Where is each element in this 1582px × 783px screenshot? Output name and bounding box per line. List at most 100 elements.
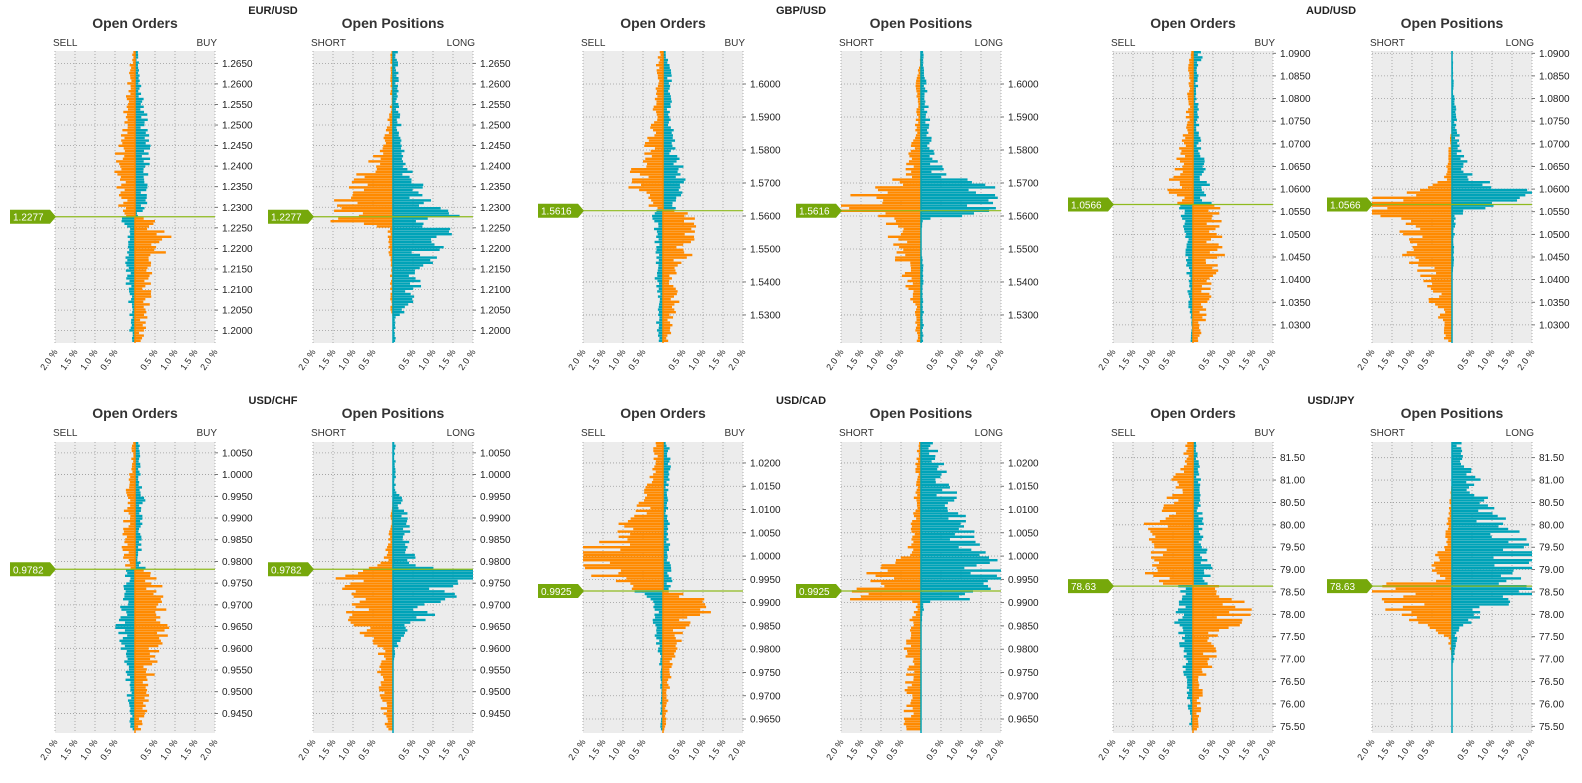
- bar-sell: [1186, 126, 1193, 128]
- bar-short: [907, 653, 921, 655]
- bar-buy: [663, 87, 670, 89]
- y-tick-label: 78.00: [1280, 610, 1305, 621]
- bar-short: [1427, 285, 1452, 287]
- bar-buy: [663, 642, 677, 644]
- bar-buy: [1193, 56, 1203, 58]
- x-tick-label: 2.0 %: [38, 737, 59, 762]
- bar-long: [921, 481, 936, 483]
- bar-short: [906, 163, 921, 165]
- bar-long: [1452, 191, 1532, 193]
- bar-long: [1452, 199, 1517, 201]
- y-tick-label: 0.9650: [480, 622, 511, 633]
- bar-sell: [646, 165, 663, 167]
- bar-sell: [128, 243, 135, 245]
- bar-sell: [1186, 668, 1193, 670]
- bar-buy: [1193, 637, 1209, 639]
- bar-buy: [1193, 616, 1217, 618]
- y-tick-label: 1.0300: [1280, 320, 1311, 331]
- bar-sell: [128, 103, 135, 105]
- bar-short: [915, 468, 921, 470]
- bar-buy: [135, 681, 143, 683]
- bar-buy: [663, 575, 669, 577]
- bar-buy: [1193, 606, 1235, 608]
- bar-buy: [135, 171, 143, 173]
- bar-short: [876, 197, 921, 199]
- bar-sell: [1166, 517, 1193, 519]
- bar-sell: [130, 517, 135, 519]
- bar-sell: [653, 606, 663, 608]
- x-tick-label: 0.5 %: [1196, 347, 1217, 372]
- bar-sell: [631, 517, 663, 519]
- bar-buy: [663, 267, 675, 269]
- y-tick-label: 1.0450: [1539, 252, 1570, 263]
- bar-buy: [663, 150, 671, 152]
- bar-long: [1452, 575, 1501, 577]
- bar-long: [1452, 178, 1468, 180]
- bar-buy: [663, 528, 668, 530]
- bar-sell: [585, 567, 663, 569]
- x-tick-label: 2.0 %: [456, 737, 477, 762]
- price-tag-text: 1.0566: [1330, 200, 1361, 211]
- bar-short: [915, 471, 921, 473]
- bar-long: [921, 124, 929, 126]
- bar-sell: [130, 580, 135, 582]
- bar-long: [921, 551, 986, 553]
- bar-long: [921, 199, 988, 201]
- bar-long: [393, 577, 473, 579]
- bar-short: [388, 236, 393, 238]
- bar-buy: [1193, 321, 1198, 323]
- bar-short: [850, 598, 921, 600]
- bar-sell: [653, 108, 663, 110]
- bar-sell: [1176, 158, 1193, 160]
- bar-short: [1444, 332, 1452, 334]
- bar-long: [393, 619, 426, 621]
- bar-short: [356, 606, 393, 608]
- bar-sell: [656, 642, 663, 644]
- bar-buy: [663, 119, 671, 121]
- bar-long: [921, 559, 998, 561]
- bar-buy: [663, 288, 676, 290]
- bar-buy: [1193, 697, 1199, 699]
- bar-short: [914, 663, 921, 665]
- bar-buy: [135, 340, 141, 342]
- bar-long: [393, 116, 400, 118]
- y-tick-label: 0.9550: [222, 666, 253, 677]
- bar-buy: [1193, 684, 1199, 686]
- bar-long: [393, 171, 413, 173]
- bar-short: [388, 119, 393, 121]
- bar-sell: [1157, 567, 1193, 569]
- bar-short: [841, 204, 921, 206]
- bar-sell: [1180, 184, 1193, 186]
- bar-long: [393, 160, 403, 162]
- bar-buy: [663, 520, 668, 522]
- bar-long: [393, 124, 401, 126]
- bar-sell: [123, 210, 135, 212]
- bar-buy: [663, 468, 670, 470]
- bar-sell: [651, 150, 663, 152]
- bar-sell: [655, 616, 663, 618]
- bar-short: [915, 314, 921, 316]
- bar-buy: [663, 272, 677, 274]
- y-tick-label: 1.0700: [1539, 139, 1570, 150]
- bar-long: [921, 580, 988, 582]
- bar-buy: [1193, 301, 1207, 303]
- bar-long: [393, 606, 418, 608]
- bar-buy: [135, 699, 149, 701]
- bar-sell: [655, 147, 663, 149]
- y-tick-label: 0.9850: [222, 535, 253, 546]
- left-side-label: SELL: [581, 38, 606, 49]
- bar-sell: [126, 269, 135, 271]
- bar-buy: [1193, 569, 1204, 571]
- bar-short: [914, 671, 921, 673]
- y-tick-label: 77.00: [1280, 655, 1305, 666]
- bar-buy: [135, 210, 143, 212]
- x-tick-label: 1.0 %: [1475, 347, 1496, 372]
- bar-long: [393, 627, 406, 629]
- bar-short: [384, 556, 393, 558]
- bar-sell: [125, 629, 135, 631]
- bar-buy: [1193, 290, 1201, 292]
- x-tick-label: 2.0 %: [984, 347, 1005, 372]
- bar-sell: [126, 655, 135, 657]
- x-tick-label: 0.5 %: [1196, 737, 1217, 762]
- bar-buy: [1193, 663, 1208, 665]
